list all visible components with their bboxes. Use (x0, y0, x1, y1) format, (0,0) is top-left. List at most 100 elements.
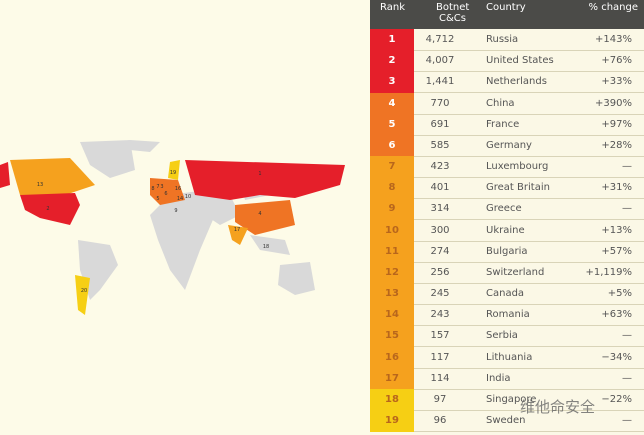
count-cell: 256 (430, 266, 450, 278)
map-label-sweden: 19 (170, 170, 176, 176)
rank-cell: 11 (370, 240, 414, 263)
country-cell: Canada (486, 288, 525, 300)
region-argentina (75, 275, 90, 315)
header-botnet-line1: Botnet (436, 2, 470, 13)
rank-cell: 13 (370, 283, 414, 306)
change-cell: +63% (601, 309, 632, 321)
map-label-argentina: 20 (81, 288, 87, 294)
count-cell: 4,007 (425, 55, 455, 67)
table-header: Rank Botnet C&Cs Country % change (370, 0, 644, 29)
rank-cell: 19 (370, 410, 414, 433)
rank-cell: 16 (370, 346, 414, 369)
rank-cell: 15 (370, 325, 414, 348)
count-cell: 243 (430, 309, 450, 321)
change-cell: +33% (601, 76, 632, 88)
country-cell: Ukraine (486, 224, 525, 236)
table-row: 17 114 India — (370, 367, 644, 390)
world-map: 1 2 4 13 17 18 19 20 8 7 3 5 6 16 10 14 … (0, 140, 345, 315)
region-alaska (0, 162, 10, 188)
table-row: 8 401 Great Britain +31% (370, 177, 644, 200)
rank-cell: 7 (370, 156, 414, 179)
map-label-canada: 13 (37, 182, 43, 188)
region-usa (20, 193, 80, 225)
table-row: 16 117 Lithuania −34% (370, 346, 644, 369)
table-row: 3 1,441 Netherlands +33% (370, 71, 644, 94)
map-label-france: 5 (156, 196, 159, 202)
count-cell: 114 (430, 372, 450, 384)
change-cell: −34% (601, 351, 632, 363)
middle-east (195, 195, 240, 225)
botnet-table: Rank Botnet C&Cs Country % change 1 4,712 R… (370, 0, 644, 435)
country-cell: Great Britain (486, 182, 550, 194)
table-row: 12 256 Switzerland +1,119% (370, 261, 644, 284)
country-cell: India (486, 372, 511, 384)
rank-cell: 18 (370, 388, 414, 411)
count-cell: 117 (430, 351, 450, 363)
table-row: 14 243 Romania +63% (370, 304, 644, 327)
table-row: 11 274 Bulgaria +57% (370, 240, 644, 263)
count-cell: 1,441 (425, 76, 455, 88)
header-botnet: Botnet C&Cs (436, 2, 469, 24)
table-row: 1 4,712 Russia +143% (370, 29, 644, 51)
map-label-india: 17 (234, 227, 240, 233)
rank-cell: 5 (370, 113, 414, 136)
map-label-usa: 2 (46, 206, 49, 212)
map-label-romania: 14 (177, 196, 183, 202)
count-cell: 274 (430, 245, 450, 257)
table-row: 10 300 Ukraine +13% (370, 219, 644, 242)
rank-cell: 14 (370, 304, 414, 327)
map-label-china: 4 (258, 211, 261, 217)
watermark: 维他命安全 (520, 398, 596, 416)
rank-cell: 10 (370, 219, 414, 242)
change-cell: — (622, 203, 632, 215)
rank-cell: 6 (370, 134, 414, 157)
rank-cell: 8 (370, 177, 414, 200)
table-row: 2 4,007 United States +76% (370, 50, 644, 73)
africa (150, 190, 215, 290)
table-row: 5 691 France +97% (370, 113, 644, 136)
country-cell: Russia (486, 34, 519, 45)
region-india (228, 225, 248, 245)
change-cell: +31% (601, 182, 632, 194)
map-label-nl: 3 (160, 184, 163, 190)
count-cell: 314 (430, 203, 450, 215)
country-cell: Luxembourg (486, 161, 549, 173)
region-russia (185, 160, 345, 200)
map-label-greece: 9 (174, 208, 177, 214)
map-label-lith: 16 (175, 186, 181, 192)
change-cell: +28% (601, 139, 632, 151)
table-row: 6 585 Germany +28% (370, 134, 644, 157)
count-cell: 97 (433, 393, 447, 405)
australia (278, 262, 315, 295)
country-cell: Serbia (486, 330, 518, 342)
change-cell: +143% (595, 34, 632, 45)
table-row: 19 96 Sweden — (370, 410, 644, 433)
count-cell: 585 (430, 139, 450, 151)
count-cell: 96 (433, 415, 447, 427)
count-cell: 691 (430, 118, 450, 130)
header-change: % change (588, 2, 638, 13)
count-cell: 423 (430, 161, 450, 173)
country-cell: Sweden (486, 415, 526, 427)
count-cell: 401 (430, 182, 450, 194)
change-cell: +390% (595, 97, 632, 109)
country-cell: Bulgaria (486, 245, 528, 257)
change-cell: +5% (607, 288, 632, 300)
rank-cell: 1 (370, 29, 414, 51)
header-rank: Rank (380, 2, 405, 13)
count-cell: 157 (430, 330, 450, 342)
map-label-gb: 8 (151, 186, 154, 192)
change-cell: +97% (601, 118, 632, 130)
count-cell: 300 (430, 224, 450, 236)
rank-cell: 2 (370, 50, 414, 73)
map-label-ukraine: 10 (185, 194, 191, 200)
count-cell: 245 (430, 288, 450, 300)
table-row: 13 245 Canada +5% (370, 283, 644, 306)
table-row: 4 770 China +390% (370, 92, 644, 115)
country-cell: Singapore (486, 393, 537, 405)
change-cell: +1,119% (585, 266, 632, 278)
count-cell: 4,712 (425, 34, 455, 45)
change-cell: +57% (601, 245, 632, 257)
region-canada (10, 158, 95, 195)
header-country: Country (486, 2, 526, 13)
